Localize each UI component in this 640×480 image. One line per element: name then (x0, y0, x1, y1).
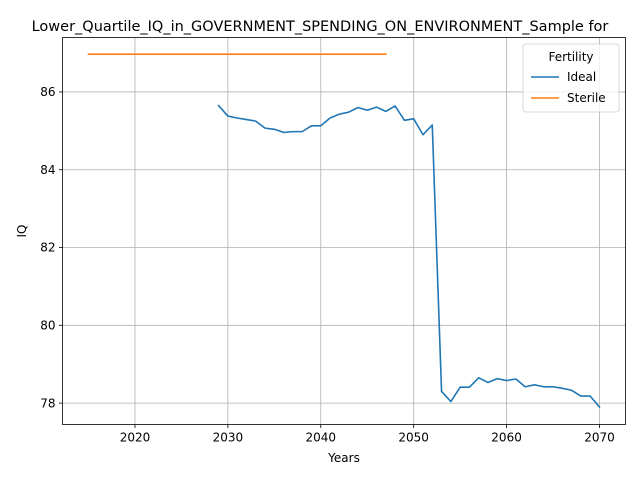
y-axis-label: IQ (15, 225, 29, 238)
chart-title: Lower_Quartile_IQ_in_GOVERNMENT_SPENDING… (32, 19, 609, 35)
legend-label-ideal: Ideal (567, 70, 596, 84)
y-tick-label: 82 (40, 241, 55, 255)
legend: Fertility Ideal Sterile (522, 43, 620, 113)
legend-title: Fertility (548, 50, 593, 64)
y-tick-label: 80 (40, 319, 55, 333)
plot-frame (62, 37, 626, 425)
x-tick-label: 2070 (584, 431, 615, 445)
y-tick-label: 78 (40, 396, 55, 410)
series-lines (87, 53, 601, 409)
legend-box (522, 43, 620, 113)
y-tick-label: 84 (40, 163, 55, 177)
x-tick-label: 2050 (398, 431, 429, 445)
x-tick-label: 2060 (491, 431, 522, 445)
x-axis-label: Years (327, 451, 360, 465)
x-tick-label: 2030 (213, 431, 244, 445)
x-tick-label: 2020 (120, 431, 151, 445)
x-axis-ticks: 2020 2030 2040 2050 2060 2070 (120, 424, 615, 445)
legend-label-sterile: Sterile (567, 91, 606, 105)
y-axis-ticks: 78 80 82 84 86 (40, 85, 63, 410)
x-tick-label: 2040 (306, 431, 337, 445)
y-tick-label: 86 (40, 85, 55, 99)
series-line-ideal (217, 104, 601, 409)
